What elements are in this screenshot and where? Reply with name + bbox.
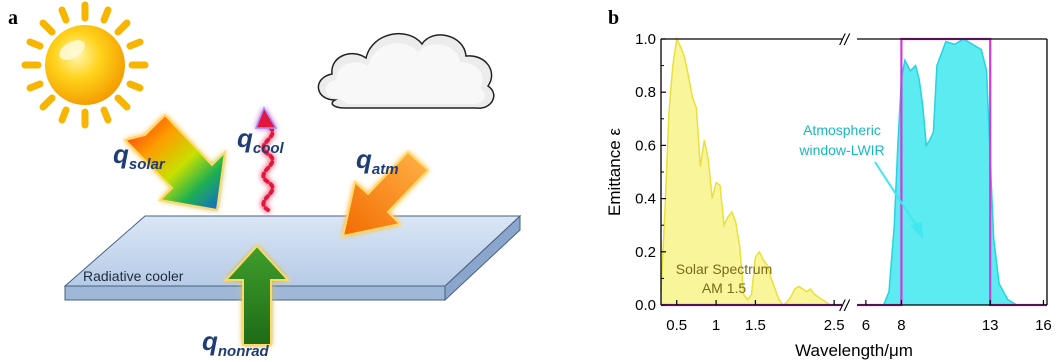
radiative-cooler-slab xyxy=(63,214,522,302)
atm-arrow xyxy=(341,150,430,238)
solar-spectrum-annotation-line2: AM 1.5 xyxy=(702,280,747,296)
x-tick-label: 1 xyxy=(712,317,720,334)
svg-text://: // xyxy=(839,32,850,49)
x-tick-label: 6 xyxy=(862,317,870,334)
cool-arrow xyxy=(254,106,278,212)
y-tick-label: 0.2 xyxy=(635,244,656,261)
x-tick-label: 1.5 xyxy=(745,317,766,334)
axis-break-bottom: // xyxy=(839,297,856,315)
panel-b-letter: b xyxy=(608,7,619,29)
atm-window-annotation-line2: window-LWIR xyxy=(798,142,884,158)
y-tick-label: 0.6 xyxy=(635,137,656,154)
cooler-label: Radiative cooler xyxy=(83,268,184,284)
svg-text://: // xyxy=(839,298,850,315)
x-tick-label: 13 xyxy=(982,317,999,334)
x-axis-ticks: 0.5 1 1.5 2.5 6 8 13 16 xyxy=(666,300,1052,334)
atm-window-pointer xyxy=(874,161,924,239)
atm-window-line xyxy=(874,38,1044,306)
x-tick-label: 0.5 xyxy=(666,317,687,334)
x-tick-label: 2.5 xyxy=(824,317,845,334)
solar-arrow xyxy=(123,113,227,212)
y-tick-label: 0.8 xyxy=(635,84,656,101)
radiative-cooling-schematic: a Radiative xyxy=(8,1,522,360)
solar-spectrum-area xyxy=(661,39,835,305)
x-tick-label: 16 xyxy=(1035,317,1052,334)
panel-a-letter: a xyxy=(8,7,18,29)
x-axis-label: Wavelength/μm xyxy=(795,341,913,360)
q-solar-label: qsolar xyxy=(113,139,166,173)
y-tick-label: 0.4 xyxy=(635,191,656,208)
q-nonrad-label: qnonrad xyxy=(202,326,270,360)
plot-fills xyxy=(661,39,1044,305)
y-axis-ticks: 0.0 0.2 0.4 0.6 0.8 1.0 xyxy=(635,31,666,314)
nonrad-arrow xyxy=(223,244,291,346)
q-atm-label: qatm xyxy=(356,144,399,178)
x-tick-label: 8 xyxy=(897,317,905,334)
solar-spectrum-line xyxy=(660,36,835,307)
sun-icon xyxy=(21,1,149,129)
y-tick-label: 1.0 xyxy=(635,31,656,48)
y-axis-label: Emittance ε xyxy=(605,128,624,216)
cloud-icon xyxy=(317,32,495,109)
emittance-chart: b // // 0.0 0.2 0.4 0.6 0.8 1.0 0.5 1 1.5 2.5 6 8 1… xyxy=(605,7,1052,360)
axis-break-top: // xyxy=(839,31,856,49)
atm-window-annotation-line1: Atmospheric xyxy=(803,122,881,138)
q-cool-label: qcool xyxy=(237,123,285,157)
atm-window-area xyxy=(874,39,1044,305)
y-tick-label: 0.0 xyxy=(635,297,656,314)
solar-spectrum-annotation-line1: Solar Spectrum xyxy=(676,261,772,277)
